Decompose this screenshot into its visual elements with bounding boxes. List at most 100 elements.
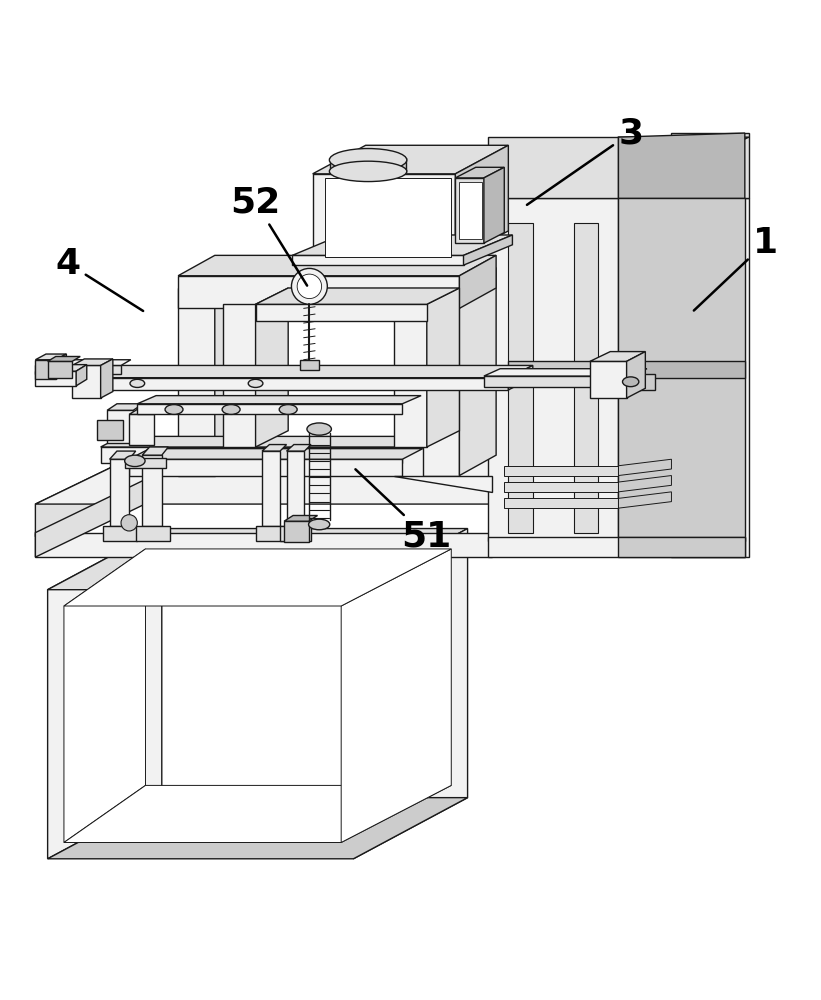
Polygon shape xyxy=(35,365,87,371)
Polygon shape xyxy=(508,223,533,533)
Polygon shape xyxy=(129,414,154,445)
Polygon shape xyxy=(508,361,618,378)
Polygon shape xyxy=(313,145,508,174)
Polygon shape xyxy=(626,352,645,398)
Polygon shape xyxy=(137,404,402,414)
Polygon shape xyxy=(101,359,112,398)
Polygon shape xyxy=(35,354,67,360)
Polygon shape xyxy=(590,352,645,361)
Polygon shape xyxy=(618,198,745,541)
Circle shape xyxy=(291,268,328,304)
Polygon shape xyxy=(262,451,280,526)
Polygon shape xyxy=(284,521,309,542)
Polygon shape xyxy=(255,526,287,541)
Ellipse shape xyxy=(248,379,263,387)
Polygon shape xyxy=(672,198,749,557)
Text: 4: 4 xyxy=(56,247,143,311)
Polygon shape xyxy=(108,410,133,443)
Polygon shape xyxy=(280,526,311,541)
Polygon shape xyxy=(342,549,452,842)
Polygon shape xyxy=(504,482,618,492)
Polygon shape xyxy=(325,178,452,257)
Polygon shape xyxy=(101,436,423,447)
Polygon shape xyxy=(460,255,496,308)
Polygon shape xyxy=(488,137,749,198)
Polygon shape xyxy=(97,420,123,440)
Polygon shape xyxy=(394,304,427,447)
Polygon shape xyxy=(72,359,112,365)
Polygon shape xyxy=(129,459,402,476)
Polygon shape xyxy=(492,443,618,537)
Polygon shape xyxy=(108,404,143,410)
Polygon shape xyxy=(85,378,508,390)
Polygon shape xyxy=(456,178,484,243)
Polygon shape xyxy=(456,167,504,178)
Polygon shape xyxy=(488,537,745,557)
Polygon shape xyxy=(292,235,512,255)
Ellipse shape xyxy=(329,161,407,182)
Polygon shape xyxy=(484,167,504,243)
Polygon shape xyxy=(255,288,288,447)
Polygon shape xyxy=(48,529,468,590)
Polygon shape xyxy=(618,361,745,378)
Ellipse shape xyxy=(279,405,297,414)
Polygon shape xyxy=(129,449,423,459)
Polygon shape xyxy=(48,529,162,859)
Polygon shape xyxy=(64,549,145,842)
Polygon shape xyxy=(394,476,492,492)
Polygon shape xyxy=(109,459,129,526)
Text: 1: 1 xyxy=(694,226,777,311)
Polygon shape xyxy=(292,255,464,265)
Polygon shape xyxy=(215,268,251,476)
Polygon shape xyxy=(137,396,421,404)
Polygon shape xyxy=(129,408,164,414)
Polygon shape xyxy=(590,361,626,398)
Polygon shape xyxy=(35,365,121,374)
Polygon shape xyxy=(508,365,533,390)
Polygon shape xyxy=(484,376,631,387)
Ellipse shape xyxy=(125,455,145,467)
Polygon shape xyxy=(460,268,496,476)
Polygon shape xyxy=(618,537,745,557)
Polygon shape xyxy=(48,356,80,361)
Polygon shape xyxy=(35,533,492,557)
Polygon shape xyxy=(64,549,452,606)
Polygon shape xyxy=(492,471,618,557)
Polygon shape xyxy=(287,445,311,451)
Polygon shape xyxy=(672,133,749,198)
Polygon shape xyxy=(464,235,512,265)
Polygon shape xyxy=(504,466,618,476)
Polygon shape xyxy=(618,459,672,476)
Polygon shape xyxy=(574,223,598,533)
Ellipse shape xyxy=(622,377,639,387)
Polygon shape xyxy=(109,451,135,459)
Polygon shape xyxy=(64,785,452,842)
Polygon shape xyxy=(142,455,162,526)
Polygon shape xyxy=(622,374,655,390)
Polygon shape xyxy=(287,451,305,526)
Ellipse shape xyxy=(329,149,407,171)
Polygon shape xyxy=(488,198,618,541)
Polygon shape xyxy=(353,529,468,859)
Circle shape xyxy=(297,274,322,299)
Polygon shape xyxy=(255,288,460,304)
Polygon shape xyxy=(103,526,137,541)
Polygon shape xyxy=(72,365,101,398)
Polygon shape xyxy=(456,145,508,259)
Polygon shape xyxy=(48,798,468,859)
Text: 3: 3 xyxy=(527,116,643,205)
Ellipse shape xyxy=(222,405,240,414)
Polygon shape xyxy=(178,288,215,476)
Polygon shape xyxy=(35,360,56,379)
Polygon shape xyxy=(300,360,319,370)
Ellipse shape xyxy=(165,405,183,414)
Polygon shape xyxy=(85,365,533,378)
Polygon shape xyxy=(618,492,672,508)
Polygon shape xyxy=(427,288,460,447)
Polygon shape xyxy=(255,304,427,321)
Ellipse shape xyxy=(309,519,330,530)
Polygon shape xyxy=(618,476,672,492)
Polygon shape xyxy=(178,276,460,308)
Polygon shape xyxy=(178,255,496,276)
Polygon shape xyxy=(313,174,456,259)
